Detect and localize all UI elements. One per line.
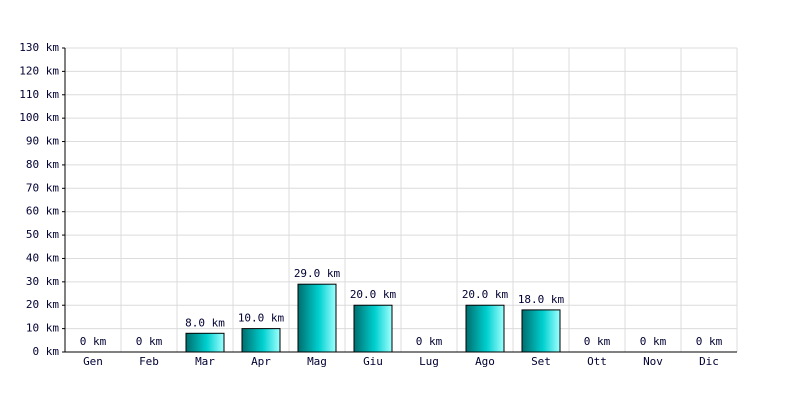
x-tick-label: Lug [419,355,439,368]
x-tick-label: Nov [643,355,663,368]
value-label: 0 km [584,335,611,348]
x-tick-label: Set [531,355,551,368]
value-label: 18.0 km [518,293,565,306]
value-label: 29.0 km [294,267,341,280]
y-tick-label: 20 km [26,298,59,311]
value-label: 8.0 km [185,316,225,329]
y-tick-label: 100 km [19,111,59,124]
x-tick-label: Mag [307,355,327,368]
x-tick-label: Ott [587,355,607,368]
value-label: 20.0 km [350,288,397,301]
x-tick-label: Dic [699,355,719,368]
y-tick-label: 40 km [26,251,59,264]
y-tick-label: 130 km [19,41,59,54]
value-label: 0 km [80,335,107,348]
value-label: 0 km [640,335,667,348]
x-tick-label: Feb [139,355,159,368]
bar [465,304,505,353]
y-tick-label: 0 km [33,345,60,358]
value-label: 10.0 km [238,312,285,325]
y-tick-label: 30 km [26,275,59,288]
bar [521,309,561,353]
value-label: 0 km [136,335,163,348]
y-tick-label: 10 km [26,322,59,335]
x-tick-label: Ago [475,355,495,368]
bar [297,283,337,353]
value-label: 0 km [416,335,443,348]
bar [185,332,225,353]
bar [353,304,393,353]
x-tick-label: Apr [251,355,271,368]
x-tick-label: Mar [195,355,215,368]
y-tick-label: 90 km [26,135,59,148]
bar [241,328,281,353]
y-tick-label: 60 km [26,205,59,218]
x-tick-label: Gen [83,355,103,368]
y-tick-label: 110 km [19,88,59,101]
y-tick-label: 80 km [26,158,59,171]
y-tick-label: 120 km [19,64,59,77]
value-label: 20.0 km [462,288,509,301]
value-label: 0 km [696,335,723,348]
y-tick-label: 50 km [26,228,59,241]
y-tick-label: 70 km [26,181,59,194]
x-tick-label: Giu [363,355,383,368]
